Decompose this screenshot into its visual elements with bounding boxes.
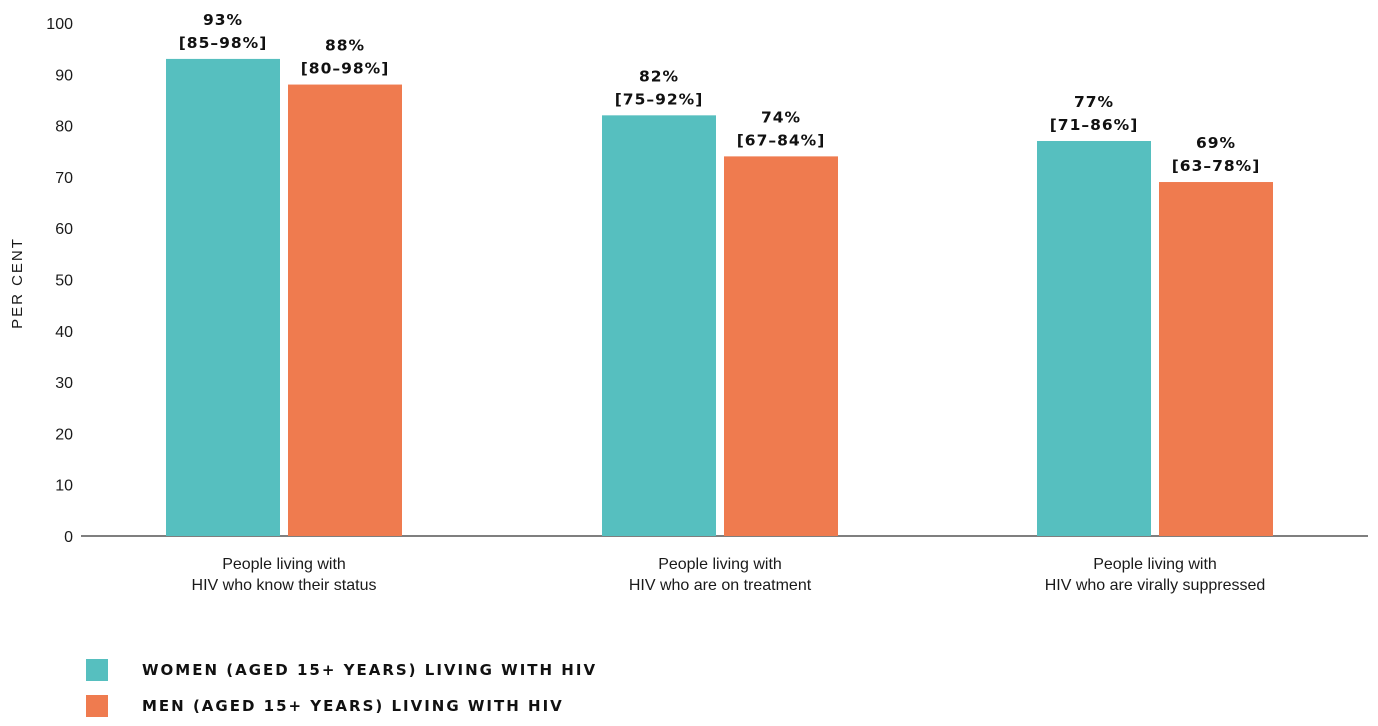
- bar-men: [288, 84, 402, 536]
- category-label: People living with: [658, 556, 782, 573]
- bar-chart: PER CENT 0 10 20 30 40 50 60 70 80 90 100 93% [85–9…: [9, 11, 1368, 594]
- data-label-range: [71–86%]: [1050, 116, 1139, 134]
- data-label-value: 88%: [325, 37, 365, 55]
- legend-swatch-women: [86, 659, 108, 681]
- y-tick-label: 40: [55, 324, 73, 341]
- data-label-value: 82%: [639, 67, 679, 85]
- bar-men: [724, 156, 838, 536]
- y-tick-label: 30: [55, 375, 73, 392]
- data-label-range: [63–78%]: [1172, 157, 1261, 175]
- y-tick-label: 100: [46, 16, 73, 33]
- y-axis-label: PER CENT: [9, 237, 26, 329]
- category-label: People living with: [1093, 556, 1217, 573]
- category-label: HIV who are virally suppressed: [1045, 577, 1266, 594]
- bar-women: [166, 58, 280, 536]
- data-label-value: 74%: [761, 108, 801, 126]
- legend-item-women: WOMEN (AGED 15+ YEARS) LIVING WITH HIV: [86, 654, 597, 686]
- data-label-range: [75–92%]: [615, 90, 704, 108]
- category-label: People living with: [222, 556, 346, 573]
- data-label-range: [80–98%]: [301, 60, 390, 78]
- data-label-value: 77%: [1074, 93, 1114, 111]
- data-label-value: 93%: [203, 11, 243, 29]
- legend: WOMEN (AGED 15+ YEARS) LIVING WITH HIV M…: [86, 654, 597, 726]
- y-tick-label: 80: [55, 119, 73, 136]
- legend-label-men: MEN (AGED 15+ YEARS) LIVING WITH HIV: [142, 697, 564, 715]
- y-tick-label: 50: [55, 273, 73, 290]
- y-tick-label: 90: [55, 67, 73, 84]
- y-tick-label: 10: [55, 478, 73, 495]
- legend-label-women: WOMEN (AGED 15+ YEARS) LIVING WITH HIV: [142, 661, 598, 679]
- y-tick-label: 0: [64, 529, 73, 546]
- bar-women: [1037, 140, 1151, 537]
- category-label: HIV who know their status: [192, 577, 377, 594]
- data-label-range: [67–84%]: [737, 131, 826, 149]
- y-tick-label: 70: [55, 170, 73, 187]
- category-label: HIV who are on treatment: [629, 577, 812, 594]
- data-label-value: 69%: [1196, 134, 1236, 152]
- bar-women: [602, 115, 716, 536]
- data-label-range: [85–98%]: [179, 34, 268, 52]
- legend-item-men: MEN (AGED 15+ YEARS) LIVING WITH HIV: [86, 690, 597, 722]
- y-tick-label: 20: [55, 426, 73, 443]
- legend-swatch-men: [86, 695, 108, 717]
- bar-men: [1159, 182, 1273, 536]
- y-tick-label: 60: [55, 221, 73, 238]
